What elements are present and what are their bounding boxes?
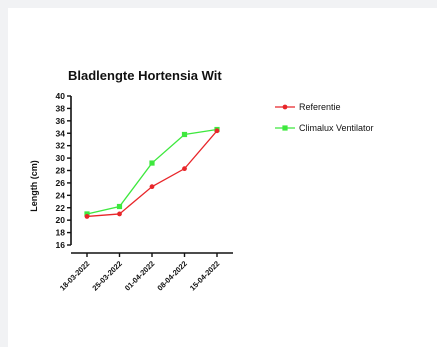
legend-label-climalux-ventilator: Climalux Ventilator [299,123,374,133]
y-tick-label: 28 [56,166,66,176]
line-chart: Bladlengte Hortensia Wit Length (cm) 161… [29,68,374,293]
y-tick-label: 16 [56,240,66,250]
x-tick-label: 15-04-2022 [188,259,221,292]
legend-marker-climalux-ventilator [282,125,288,131]
data-point-referentie [214,128,220,134]
y-tick-label: 18 [56,228,66,238]
y-tick-label: 30 [56,153,66,163]
data-point-referentie [182,166,187,172]
data-point-climalux-ventilator [149,160,155,166]
data-point-climalux-ventilator [181,131,188,138]
x-tick-label: 25-03-2022 [90,259,123,292]
data-point-climalux-ventilator [84,211,90,217]
legend-marker-referentie [282,104,288,110]
y-tick-label: 24 [56,190,66,200]
legend: Referentie Climalux Ventilator [275,102,374,133]
series-layer [84,126,220,219]
axes: 16 18 20 22 24 26 28 30 32 34 36 38 40 18-03-2022 25-0… [56,91,233,293]
data-point-referentie [149,184,155,190]
data-point-referentie [117,211,122,217]
x-tick-label: 08-04-2022 [155,259,188,292]
y-tick-label: 40 [56,91,66,101]
y-tick-label: 34 [56,128,66,138]
y-tick-label: 26 [56,178,66,188]
y-tick-label: 20 [56,215,66,225]
data-point-climalux-ventilator [116,203,123,210]
chart-title: Bladlengte Hortensia Wit [68,68,222,83]
y-tick-label: 38 [56,103,66,113]
y-axis-label: Length (cm) [29,160,39,212]
legend-label-referentie: Referentie [299,102,341,112]
y-tick-label: 36 [56,116,66,126]
x-tick-label: 01-04-2022 [123,259,156,292]
data-point-referentie [84,214,90,219]
series-line-referentie [86,130,218,218]
chart-card: Bladlengte Hortensia Wit Length (cm) 16 1… [8,8,437,347]
series-line-climalux-ventilator [86,128,218,215]
x-tick-label: 18-03-2022 [58,259,91,292]
y-tick-label: 22 [56,203,66,213]
y-tick-label: 32 [56,141,66,151]
